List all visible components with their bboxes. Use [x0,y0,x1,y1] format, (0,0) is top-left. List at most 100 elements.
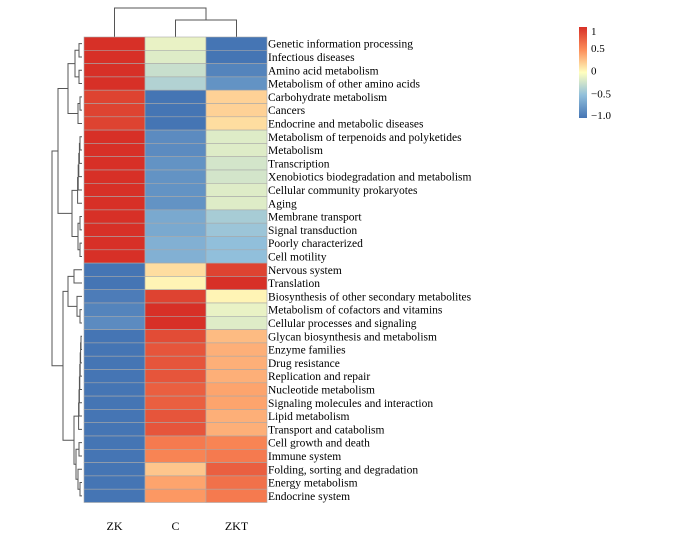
heatmap-cell [205,89,268,104]
heatmap-cell [144,262,207,277]
heatmap-cell [144,143,207,157]
heatmap-cell [205,369,268,384]
row-label: Translation [268,278,320,290]
heatmap-cell [205,63,268,78]
heatmap-cell [205,462,268,477]
color-legend: 1 0.5 0 −0.5 −1.0 [579,26,611,122]
row-label: Cell growth and death [268,438,370,450]
dendrogram-branch [51,150,63,367]
row-label: Amino acid metabolism [268,65,379,77]
heatmap-cell [144,36,207,51]
heatmap-cell [144,302,207,317]
heatmap-cell [144,329,207,344]
heatmap-cell [205,49,268,64]
heatmap-cell [144,342,207,357]
heatmap-cell [205,382,268,397]
heatmap-cell [83,129,146,144]
dendrogram-branch [62,290,74,441]
heatmap-cell [144,395,207,410]
dendrogram-branch [79,364,82,390]
heatmap-cell [205,329,268,344]
heatmap-cell [83,302,146,317]
row-label: Signaling molecules and interaction [268,398,433,410]
row-dendrogram [51,43,82,497]
heatmap-cell [83,382,146,397]
row-label: Endocrine and metabolic diseases [268,118,424,130]
row-label: Immune system [268,451,341,463]
row-label: Metabolism of cofactors and vitamins [268,305,443,317]
heatmap-cell [83,422,146,437]
row-label: Metabolism of terpenoids and polyketides [268,132,462,144]
heatmap-cell [205,222,268,237]
heatmap-cell [83,249,146,264]
heatmap-cell [83,276,146,290]
heatmap-cell [83,222,146,237]
heatmap-cell [83,156,146,171]
heatmap-cell [205,355,268,370]
row-label: Energy metabolism [268,478,358,490]
heatmap-cell [83,196,146,211]
heatmap-cell [83,76,146,91]
heatmap-cell [144,183,207,197]
column-label: ZKT [225,519,249,533]
dendrogram-branch [78,43,82,58]
heatmap-cell [144,369,207,384]
dendrogram-branch [79,136,82,151]
heatmap-cell [205,262,268,277]
heatmap-cell [144,63,207,78]
heatmap-cell [83,209,146,224]
dendrogram-branch [78,152,82,178]
heatmap-cell [205,302,268,317]
dendrogram-branch [79,482,82,497]
heatmap-cell [144,448,207,463]
heatmap-cell [205,249,268,264]
heatmap-cell [83,462,146,477]
heatmap-cell [144,89,207,104]
heatmap-cell [144,355,207,370]
row-label: Membrane transport [268,212,362,224]
heatmap-cell [144,116,207,131]
dendrogram-branch [79,242,82,257]
heatmap-cell [83,89,146,104]
heatmap-cell [83,475,146,490]
heatmap-cell [144,249,207,264]
heatmap-cell [83,355,146,370]
heatmap-cell [144,422,207,437]
dendrogram-branch [73,269,82,284]
row-label: Lipid metabolism [268,411,350,423]
column-label: ZK [107,519,123,533]
legend-tick-label: 1 [591,26,597,38]
heatmap-cell [83,329,146,344]
dendrogram-branch [74,49,79,78]
row-label: Nucleotide metabolism [268,384,375,396]
heatmap-cell [83,49,146,64]
row-label: Xenobiotics biodegradation and metabolis… [268,172,471,184]
heatmap-cell [83,342,146,357]
dendrogram-branch [80,335,82,351]
heatmap-cell [83,315,146,330]
heatmap-cell [205,395,268,410]
legend-tick-label: 0 [591,66,597,78]
heatmap-cell [83,63,146,78]
row-label: Aging [268,198,297,210]
heatmap-cell [144,409,207,423]
heatmap-cell [144,169,207,184]
heatmap-cell [205,196,268,211]
heatmap-cell [83,36,146,51]
row-label: Metabolism [268,145,323,157]
heatmap-cell [144,156,207,171]
heatmap-cell [83,289,146,304]
heatmap-cell [205,183,268,197]
heatmap-cell [205,129,268,144]
row-label: Folding, sorting and degradation [268,464,418,476]
row-label: Transcription [268,158,330,170]
heatmap-cell [144,462,207,477]
row-label: Biosynthesis of other secondary metaboli… [268,291,472,303]
row-label: Endocrine system [268,491,350,503]
row-label: Cancers [268,105,306,117]
row-label: Glycan biosynthesis and metabolism [268,331,437,343]
heatmap-cell [205,103,268,118]
heatmap-cell [83,409,146,423]
row-label: Cellular processes and signaling [268,318,417,330]
